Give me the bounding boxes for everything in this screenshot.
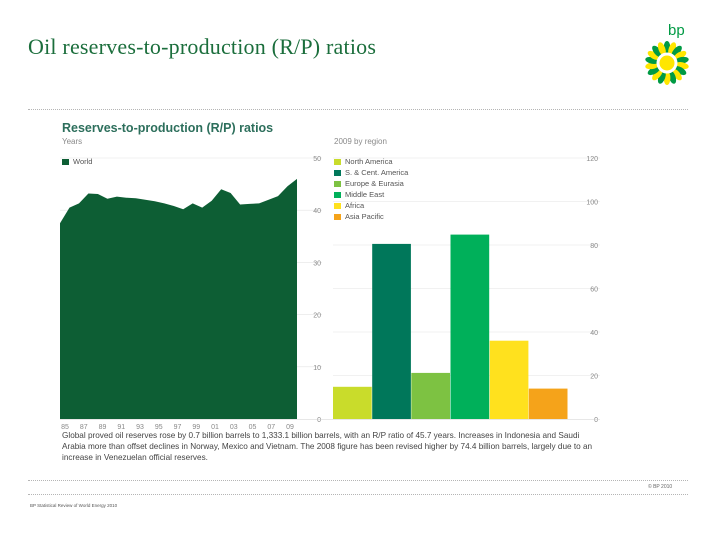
right-chart-title: 2009 by region <box>334 137 387 146</box>
legend-item-region: Africa <box>334 201 364 210</box>
logo-petals <box>645 41 689 85</box>
left-y-tick-label: 50 <box>313 156 321 163</box>
logo-petal <box>652 45 663 58</box>
region-bar <box>411 372 450 419</box>
logo-petal <box>673 50 687 61</box>
left-x-tick-label: 85 <box>61 424 69 431</box>
left-y-tick-label: 20 <box>313 313 321 320</box>
legend-item-region: Europe & Eurasia <box>334 179 404 188</box>
legend-swatch <box>62 159 69 166</box>
region-bar <box>450 234 490 419</box>
copyright-notice: © BP 2010 <box>648 484 673 490</box>
left-x-tick-label: 91 <box>117 424 125 431</box>
left-x-tick-label: 95 <box>155 424 163 431</box>
legend-swatch <box>334 192 341 199</box>
logo-petal <box>671 45 682 58</box>
logo-petal <box>671 68 682 81</box>
top-divider <box>28 109 688 110</box>
logo-core <box>659 55 675 71</box>
region-bar <box>372 243 411 419</box>
slide-title: Oil reserves-to-production (R/P) ratios <box>28 34 377 59</box>
chart-caption: Global proved oil reserves rose by 0.7 b… <box>62 431 593 462</box>
legend-item-region: Middle East <box>334 190 384 199</box>
legend-label: S. & Cent. America <box>345 168 409 177</box>
left-x-tick-label: 05 <box>249 424 257 431</box>
legend-swatch <box>334 181 341 188</box>
chart-title: Reserves-to-production (R/P) ratios <box>62 121 274 135</box>
legend-label: North America <box>345 157 393 166</box>
logo-petal <box>673 65 687 76</box>
footer-divider <box>28 494 688 495</box>
bp-helios-logo-icon <box>645 41 689 85</box>
left-y-tick-label: 40 <box>313 208 321 215</box>
left-x-tick-label: 93 <box>136 424 144 431</box>
left-x-tick-label: 07 <box>267 424 275 431</box>
legend-item-world: World <box>62 157 92 166</box>
legend-item-region: North America <box>334 157 393 166</box>
right-y-tick-label: 80 <box>590 243 598 250</box>
right-y-tick-label: 0 <box>594 417 598 424</box>
right-y-tick-label: 40 <box>590 330 598 337</box>
left-x-tick-label: 99 <box>192 424 200 431</box>
region-bar <box>528 388 568 419</box>
left-x-tick-label: 87 <box>80 424 88 431</box>
legend-label: World <box>73 157 93 166</box>
left-x-tick-label: 01 <box>211 424 219 431</box>
right-y-tick-label: 100 <box>586 200 598 207</box>
left-chart-ylabel: Years <box>62 137 83 146</box>
left-x-tick-label: 97 <box>174 424 182 431</box>
footer-source: BP Statistical Review of World Energy 20… <box>30 503 118 508</box>
region-bar <box>333 386 372 419</box>
bottom-divider <box>28 480 688 481</box>
legend-label: Europe & Eurasia <box>345 179 404 188</box>
region-bar <box>489 340 529 419</box>
logo-petal <box>647 65 661 76</box>
left-y-tick-label: 30 <box>313 260 321 267</box>
right-y-tick-label: 120 <box>586 156 598 163</box>
right-y-tick-label: 20 <box>590 374 598 381</box>
left-x-tick-label: 03 <box>230 424 238 431</box>
left-x-tick-label: 09 <box>286 424 294 431</box>
left-y-tick-label: 0 <box>317 417 321 424</box>
brand-name: bp <box>668 22 685 39</box>
world-rp-area <box>60 178 297 419</box>
legend-item-region: Asia Pacific <box>334 212 384 221</box>
logo-petal <box>647 50 661 61</box>
legend-label: Middle East <box>345 190 385 199</box>
legend-item-region: S. & Cent. America <box>334 168 408 177</box>
legend-swatch <box>334 159 341 166</box>
logo-petal <box>657 42 666 56</box>
right-y-tick-label: 60 <box>590 287 598 294</box>
left-y-tick-label: 10 <box>313 365 321 372</box>
left-x-tick-label: 89 <box>99 424 107 431</box>
legend-swatch <box>334 214 341 221</box>
legend-label: Africa <box>345 201 365 210</box>
legend-label: Asia Pacific <box>345 212 384 221</box>
legend-swatch <box>334 170 341 177</box>
legend-swatch <box>334 203 341 210</box>
logo-petal <box>652 68 663 81</box>
